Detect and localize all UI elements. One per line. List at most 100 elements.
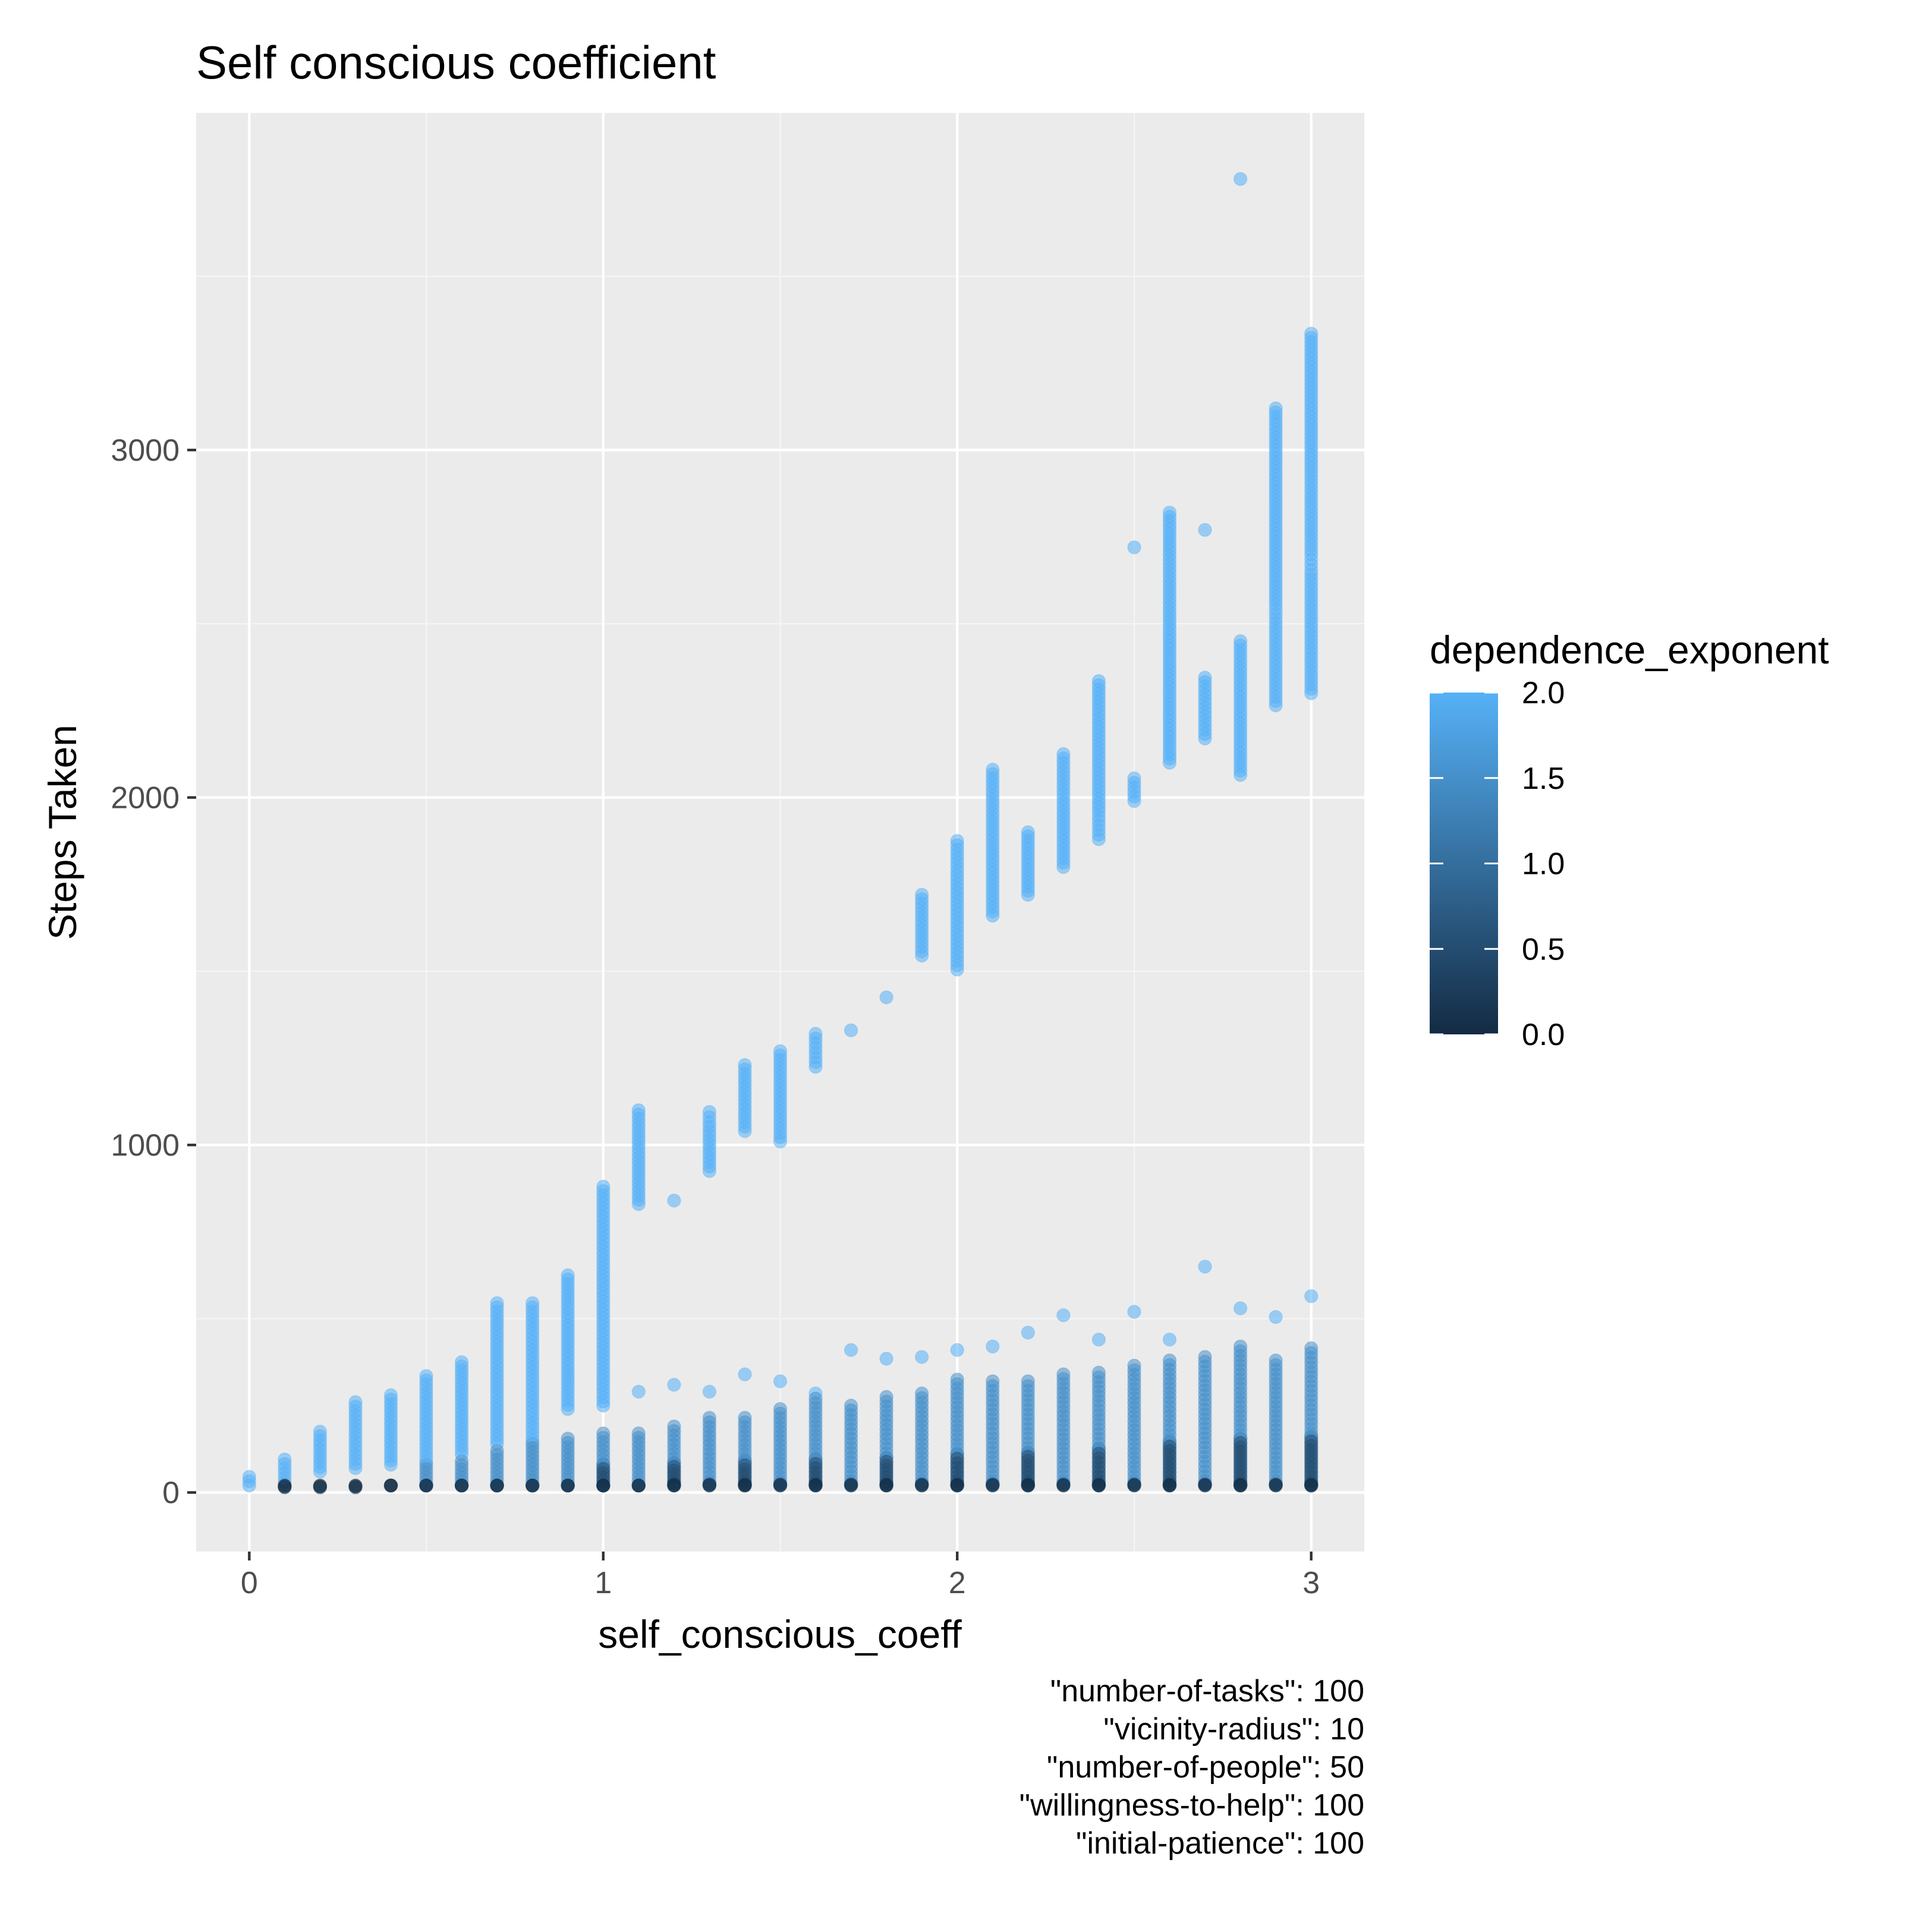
- data-point: [631, 1385, 646, 1399]
- data-point: [1269, 1477, 1283, 1492]
- legend-label: 0.0: [1522, 1018, 1565, 1052]
- data-point: [667, 1377, 681, 1392]
- legend-title: dependence_exponent: [1430, 628, 1829, 672]
- y-axis-title: Steps Taken: [40, 725, 84, 940]
- data-point: [1056, 1308, 1071, 1323]
- data-point: [879, 1394, 893, 1409]
- data-point: [313, 1479, 328, 1494]
- data-point: [454, 1458, 469, 1472]
- legend-ticks: 0.0 0.5 1.0 1.5 2.0: [1430, 676, 1565, 1052]
- data-point: [348, 1399, 363, 1414]
- data-point: [419, 1462, 433, 1476]
- data-point: [1304, 1289, 1319, 1304]
- data-point: [1162, 1332, 1177, 1347]
- data-point: [986, 1339, 1000, 1354]
- data-point: [631, 1430, 646, 1445]
- data-point: [1127, 1304, 1141, 1319]
- data-point: [667, 1459, 681, 1474]
- data-point: [667, 1477, 681, 1492]
- x-tick-label: 2: [949, 1566, 966, 1600]
- data-point: [667, 1193, 681, 1208]
- data-point: [1056, 751, 1071, 766]
- data-point: [1091, 1332, 1106, 1347]
- data-point: [1127, 1363, 1141, 1377]
- data-point: [986, 767, 1000, 781]
- data-point: [1198, 1354, 1212, 1369]
- data-point: [914, 1477, 929, 1492]
- data-point: [702, 1110, 717, 1125]
- x-axis: 0 1 2 3: [241, 1552, 1320, 1600]
- data-point: [561, 1436, 575, 1450]
- data-point: [1233, 1436, 1248, 1450]
- data-point: [1304, 1477, 1319, 1492]
- data-point: [702, 1385, 717, 1399]
- data-point: [950, 1377, 964, 1392]
- legend-label: 0.5: [1522, 932, 1565, 967]
- x-tick-label: 3: [1302, 1566, 1320, 1600]
- data-point: [348, 1479, 363, 1494]
- data-point: [1198, 1259, 1212, 1274]
- data-point: [950, 1477, 964, 1492]
- data-point: [278, 1456, 292, 1471]
- data-point: [1021, 829, 1036, 844]
- data-point: [1304, 1346, 1319, 1360]
- data-point: [844, 1343, 858, 1357]
- data-point: [631, 1478, 646, 1493]
- data-points: [242, 172, 1319, 1494]
- legend-label: 1.0: [1522, 847, 1565, 882]
- y-tick-label: 3000: [111, 433, 180, 468]
- data-point: [561, 1272, 575, 1287]
- data-point: [1127, 776, 1141, 790]
- data-point: [1162, 509, 1177, 524]
- data-point: [773, 1406, 788, 1421]
- chart-title: Self conscious coefficient: [196, 36, 716, 89]
- data-point: [667, 1424, 681, 1438]
- data-point: [1304, 331, 1319, 345]
- data-point: [1021, 1477, 1036, 1492]
- data-point: [738, 1367, 752, 1382]
- data-point: [1021, 1325, 1036, 1340]
- data-point: [454, 1478, 469, 1493]
- data-point: [738, 1458, 752, 1472]
- data-point: [1091, 678, 1106, 693]
- data-point: [1233, 1344, 1248, 1358]
- data-point: [561, 1478, 575, 1493]
- data-point: [631, 1107, 646, 1122]
- data-point: [914, 1391, 929, 1405]
- data-point: [596, 1184, 611, 1198]
- y-axis: 0 1000 2000 3000: [111, 433, 196, 1511]
- data-point: [490, 1300, 504, 1314]
- data-point: [844, 1023, 858, 1037]
- x-axis-title: self_conscious_coeff: [598, 1612, 962, 1656]
- caption-line: "willingness-to-help": 100: [1020, 1788, 1364, 1823]
- data-point: [525, 1478, 540, 1493]
- data-point: [525, 1441, 540, 1455]
- y-tick-label: 2000: [111, 781, 180, 816]
- data-point: [1091, 1446, 1106, 1461]
- data-point: [313, 1429, 328, 1443]
- legend-label: 2.0: [1522, 676, 1565, 710]
- data-point: [808, 1456, 823, 1471]
- data-point: [596, 1478, 611, 1493]
- data-point: [1162, 1477, 1177, 1492]
- x-tick-label: 1: [594, 1566, 612, 1600]
- data-point: [879, 990, 893, 1005]
- data-point: [1091, 1477, 1106, 1492]
- data-point: [1198, 1477, 1212, 1492]
- data-point: [1233, 1477, 1248, 1492]
- data-point: [1162, 1439, 1177, 1453]
- y-tick-label: 1000: [111, 1128, 180, 1163]
- x-tick-label: 0: [241, 1566, 258, 1600]
- data-point: [1269, 1358, 1283, 1373]
- data-point: [808, 1477, 823, 1492]
- data-point: [1233, 1301, 1248, 1316]
- data-point: [1233, 638, 1248, 653]
- data-point: [879, 1351, 893, 1366]
- data-point: [950, 1343, 964, 1357]
- data-point: [1269, 1310, 1283, 1324]
- data-point: [1021, 1449, 1036, 1464]
- caption: "number-of-tasks": 100 "vicinity-radius":…: [1020, 1674, 1364, 1861]
- data-point: [914, 1349, 929, 1364]
- data-point: [242, 1474, 257, 1489]
- data-point: [844, 1403, 858, 1418]
